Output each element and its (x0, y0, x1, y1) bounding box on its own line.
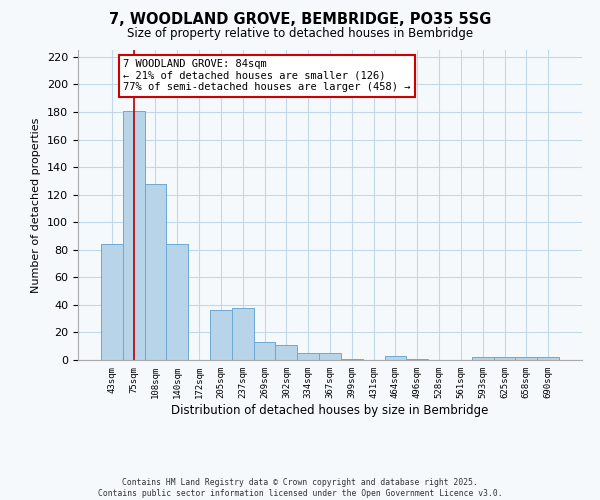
Text: Size of property relative to detached houses in Bembridge: Size of property relative to detached ho… (127, 28, 473, 40)
Text: Contains HM Land Registry data © Crown copyright and database right 2025.
Contai: Contains HM Land Registry data © Crown c… (98, 478, 502, 498)
Bar (472, 357, 494, 360)
Bar (385, 356, 406, 360)
Bar (254, 342, 275, 360)
Bar (145, 184, 166, 360)
Bar (275, 345, 297, 360)
Text: 7 WOODLAND GROVE: 84sqm
← 21% of detached houses are smaller (126)
77% of semi-d: 7 WOODLAND GROVE: 84sqm ← 21% of detache… (124, 60, 411, 92)
Bar (101, 244, 123, 360)
Bar (515, 357, 537, 360)
Bar (210, 310, 232, 360)
Text: 7, WOODLAND GROVE, BEMBRIDGE, PO35 5SG: 7, WOODLAND GROVE, BEMBRIDGE, PO35 5SG (109, 12, 491, 28)
X-axis label: Distribution of detached houses by size in Bembridge: Distribution of detached houses by size … (172, 404, 488, 417)
Bar (537, 357, 559, 360)
Bar (494, 357, 515, 360)
Y-axis label: Number of detached properties: Number of detached properties (31, 118, 41, 292)
Bar (341, 358, 363, 360)
Bar (232, 308, 254, 360)
Bar (406, 358, 428, 360)
Bar (123, 110, 145, 360)
Bar (319, 353, 341, 360)
Bar (297, 353, 319, 360)
Bar (166, 244, 188, 360)
